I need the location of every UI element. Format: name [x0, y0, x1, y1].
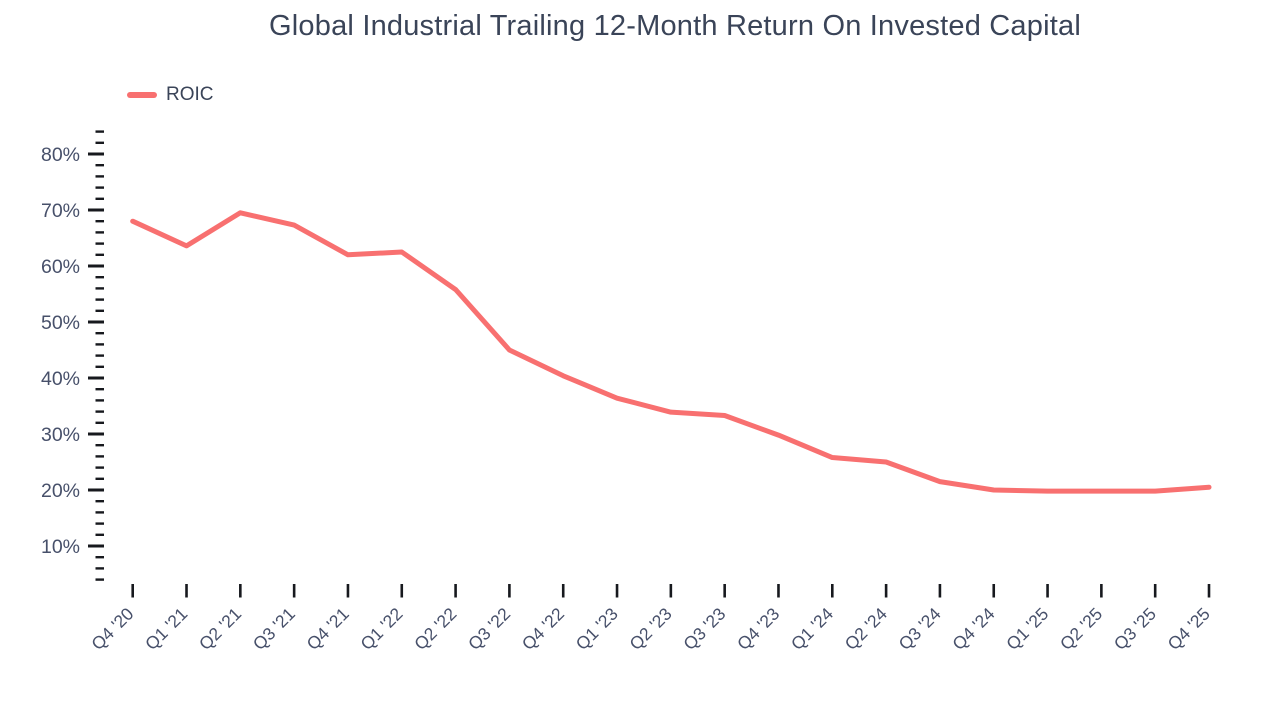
x-tick-label: Q2 '25: [1056, 604, 1106, 654]
x-tick-label: Q2 '23: [625, 604, 675, 654]
legend-series-label[interactable]: ROIC: [166, 84, 214, 105]
y-tick-label: 70%: [41, 200, 80, 222]
y-tick-label: 40%: [41, 368, 80, 390]
x-tick-label: Q4 '23: [733, 604, 783, 654]
x-tick-label: Q3 '25: [1110, 604, 1160, 654]
x-tick-label: Q1 '22: [356, 604, 406, 654]
x-tick-label: Q2 '22: [410, 604, 460, 654]
legend: ROIC: [127, 84, 214, 106]
y-tick-label: 20%: [41, 480, 80, 502]
y-tick-label: 50%: [41, 312, 80, 334]
y-tick-label: 80%: [41, 144, 80, 166]
x-tick-label: Q4 '21: [303, 604, 353, 654]
x-tick-label: Q3 '22: [464, 604, 514, 654]
chart-title: Global Industrial Trailing 12-Month Retu…: [269, 10, 1081, 42]
y-tick-label: 10%: [41, 536, 80, 558]
y-tick-label: 30%: [41, 424, 80, 446]
x-tick-label: Q3 '21: [249, 604, 299, 654]
x-tick-label: Q2 '24: [841, 603, 891, 653]
legend-line-swatch: [127, 92, 157, 98]
roic-line: [130, 210, 1212, 494]
x-tick-label: Q4 '22: [518, 604, 568, 654]
x-tick-label: Q4 '25: [1164, 604, 1214, 654]
x-tick-label: Q1 '23: [572, 604, 622, 654]
y-tick-label: 60%: [41, 256, 80, 278]
x-tick-label: Q3 '24: [895, 603, 945, 653]
x-tick-label: Q2 '21: [195, 604, 245, 654]
x-tick-label: Q4 '20: [87, 603, 137, 653]
x-tick-label: Q3 '23: [679, 604, 729, 654]
x-tick-label: Q1 '24: [787, 603, 837, 653]
x-tick-label: Q4 '24: [948, 603, 998, 653]
x-tick-label: Q1 '25: [1002, 604, 1052, 654]
x-tick-label: Q1 '21: [141, 604, 191, 654]
